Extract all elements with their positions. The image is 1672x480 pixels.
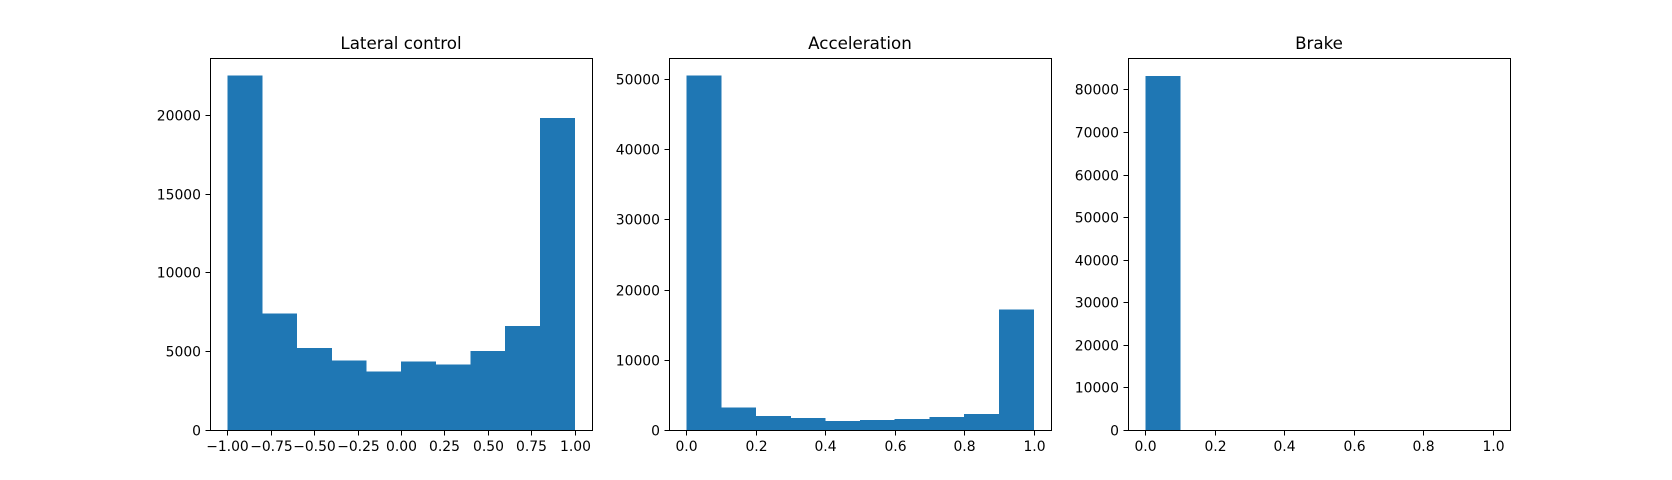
x-tick-label: 0.6 [1343,439,1365,455]
y-tick-label: 70000 [1075,126,1119,142]
histogram-bar [755,415,791,430]
y-tick-label: 60000 [1075,169,1119,185]
y-tick-label: 10000 [157,266,201,282]
subplot-title: Lateral control [340,33,461,53]
histogram-bar [227,75,263,430]
y-tick-label: 0 [651,424,660,440]
x-tick-label: 0.0 [1134,439,1156,455]
histogram-bar [262,313,298,430]
y-tick-label: 40000 [616,143,660,159]
subplot-title: Acceleration [808,33,912,53]
x-tick-label: −1.00 [206,439,249,455]
histogram-bar [860,420,896,430]
y-tick-label: 10000 [1075,381,1119,397]
x-tick-label: 0.2 [745,439,767,455]
x-tick-label: 0.50 [473,439,504,455]
x-tick-label: 0.2 [1204,439,1226,455]
histogram-bar [929,417,965,430]
histogram-bar [721,407,757,430]
x-tick-label: 1.00 [560,439,591,455]
histogram-bar [296,348,332,430]
axes-frame [1128,58,1511,431]
histogram-bar [998,309,1035,430]
x-tick-label: −0.50 [293,439,336,455]
y-tick-label: 20000 [1075,339,1119,355]
x-tick-label: 0.00 [386,439,417,455]
y-tick-label: 5000 [166,345,201,361]
x-tick-label: 0.8 [1412,439,1434,455]
x-tick-label: 0.0 [675,439,697,455]
histogram-bar [686,75,722,431]
y-tick-label: 30000 [1075,296,1119,312]
y-tick-label: 10000 [616,354,660,370]
y-tick-label: 20000 [157,109,201,125]
subplot-title: Brake [1295,33,1343,53]
x-tick-label: 0.75 [516,439,547,455]
y-tick-label: 0 [192,424,201,440]
histogram-bar [366,371,402,430]
histogram-bar [470,351,506,430]
y-tick-label: 0 [1110,424,1119,440]
x-tick-label: −0.25 [337,439,380,455]
histogram-bar [894,419,930,430]
axes-frame [669,58,1052,431]
histogram-bar [331,360,367,430]
y-tick-label: 80000 [1075,83,1119,99]
x-tick-label: 0.4 [814,439,836,455]
subplot-brake: 0.0 0.2 0.4 0.6 0.8 1.0 0 10000 20000 30000 40000 5… [1075,33,1511,455]
histogram-bar [539,117,576,431]
x-tick-label: 0.4 [1273,439,1295,455]
subplot-lateral-control: −1.00 −0.75 −0.50 −0.25 0.00 0.25 0.50 0.75 1.00… [157,33,593,455]
histogram-bar [790,418,826,430]
histogram-bar [401,361,437,430]
y-tick-label: 50000 [1075,211,1119,227]
y-tick-label: 15000 [157,188,201,204]
x-tick-label: 0.25 [429,439,460,455]
y-tick-label: 40000 [1075,254,1119,270]
x-tick-label: 0.6 [884,439,906,455]
x-tick-label: 1.0 [1023,439,1045,455]
x-tick-label: −0.75 [250,439,293,455]
histogram-bar [435,364,471,430]
histogram-bar [964,413,1000,430]
y-tick-label: 30000 [616,213,660,229]
x-tick-label: 1.0 [1482,439,1504,455]
histogram-bar [1145,75,1181,430]
histogram-bar [505,325,541,430]
y-tick-label: 20000 [616,284,660,300]
histogram-bar [825,420,861,430]
subplot-acceleration: 0.0 0.2 0.4 0.6 0.8 1.0 0 10000 20000 30000 40000 5… [616,33,1052,455]
y-tick-label: 50000 [616,73,660,89]
x-tick-label: 0.8 [953,439,975,455]
